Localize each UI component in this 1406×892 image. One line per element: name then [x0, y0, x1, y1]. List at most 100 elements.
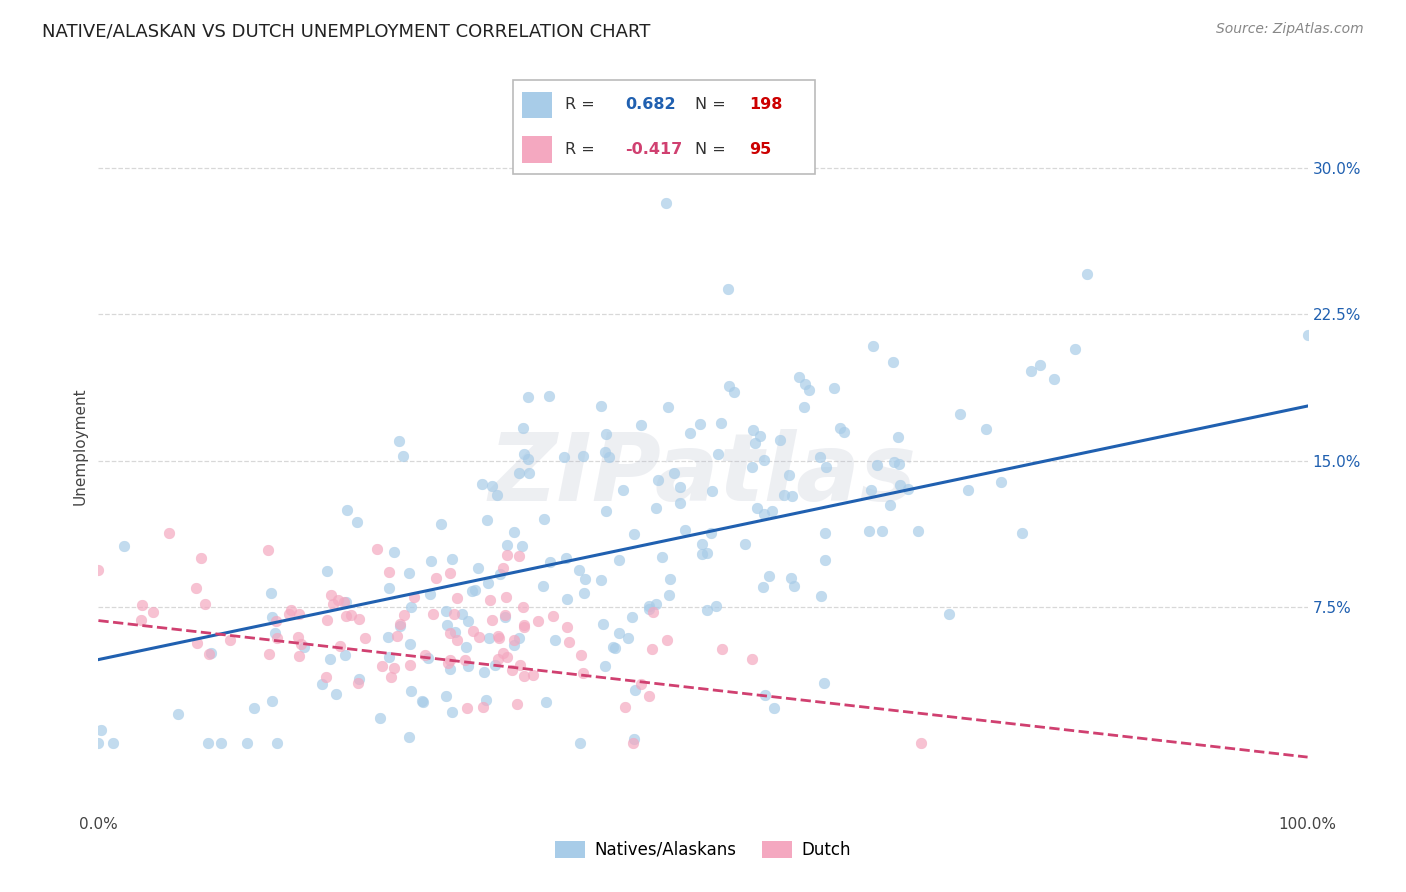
Point	[990, 475, 1012, 489]
Point	[326, 593, 349, 607]
Point	[553, 450, 575, 464]
Point	[425, 571, 447, 585]
Point	[399, 684, 422, 698]
Y-axis label: Unemployment: Unemployment	[72, 387, 87, 505]
Point	[651, 549, 673, 564]
Point	[256, 542, 278, 557]
Point	[882, 355, 904, 369]
Point	[591, 400, 613, 414]
Point	[439, 662, 461, 676]
Point	[620, 610, 643, 624]
Point	[938, 607, 960, 621]
Point	[184, 581, 207, 595]
Point	[443, 607, 465, 621]
Point	[411, 694, 433, 708]
Point	[572, 449, 595, 463]
Point	[512, 600, 534, 615]
Point	[439, 566, 461, 580]
Point	[508, 549, 530, 563]
Point	[478, 632, 501, 646]
Point	[710, 417, 733, 431]
Point	[1028, 358, 1050, 372]
Point	[382, 661, 405, 675]
Point	[517, 451, 540, 466]
Point	[889, 478, 911, 492]
Point	[533, 512, 555, 526]
Point	[519, 466, 541, 480]
Point	[495, 590, 517, 604]
Point	[503, 633, 526, 648]
Point	[630, 417, 652, 432]
Point	[640, 642, 662, 657]
Point	[787, 370, 810, 384]
Point	[592, 616, 614, 631]
Point	[412, 695, 434, 709]
Point	[744, 436, 766, 450]
Point	[441, 705, 464, 719]
Point	[593, 444, 616, 458]
Point	[602, 640, 624, 654]
Point	[956, 483, 979, 497]
Point	[513, 618, 536, 632]
Point	[689, 417, 711, 431]
Point	[858, 524, 880, 538]
Point	[886, 430, 908, 444]
Point	[808, 450, 831, 464]
Point	[555, 592, 578, 607]
Point	[538, 389, 561, 403]
Point	[589, 573, 612, 587]
Point	[501, 664, 523, 678]
Point	[260, 609, 283, 624]
Point	[287, 631, 309, 645]
Point	[717, 282, 740, 296]
Point	[859, 483, 882, 498]
Point	[315, 613, 337, 627]
Point	[734, 537, 756, 551]
Point	[481, 478, 503, 492]
Point	[461, 584, 484, 599]
Point	[377, 630, 399, 644]
Point	[142, 605, 165, 619]
Point	[321, 588, 343, 602]
Point	[316, 565, 339, 579]
Point	[603, 640, 626, 655]
Point	[264, 626, 287, 640]
Text: NATIVE/ALASKAN VS DUTCH UNEMPLOYMENT CORRELATION CHART: NATIVE/ALASKAN VS DUTCH UNEMPLOYMENT COR…	[42, 22, 651, 40]
Point	[494, 610, 516, 624]
Point	[456, 701, 478, 715]
Point	[494, 607, 516, 622]
Point	[385, 629, 408, 643]
Point	[641, 605, 664, 619]
Point	[333, 648, 356, 662]
Point	[413, 648, 436, 662]
Point	[502, 638, 524, 652]
Point	[197, 736, 219, 750]
Point	[287, 648, 309, 663]
Point	[887, 457, 910, 471]
Point	[832, 425, 855, 440]
Text: -0.417: -0.417	[626, 142, 682, 157]
Point	[131, 613, 153, 627]
Text: N =: N =	[695, 96, 725, 112]
Point	[870, 524, 893, 538]
Point	[517, 390, 540, 404]
Point	[696, 546, 718, 560]
Point	[638, 689, 661, 703]
Point	[404, 590, 426, 604]
Point	[513, 446, 536, 460]
Point	[508, 466, 530, 480]
Point	[741, 423, 763, 437]
Point	[623, 527, 645, 541]
Point	[475, 693, 498, 707]
Point	[624, 682, 647, 697]
Point	[723, 384, 745, 399]
Point	[236, 736, 259, 750]
Point	[690, 547, 713, 561]
Point	[159, 526, 181, 541]
Point	[439, 653, 461, 667]
Point	[612, 483, 634, 497]
Point	[377, 582, 399, 596]
Point	[696, 603, 718, 617]
Point	[814, 553, 837, 567]
Point	[292, 640, 315, 654]
